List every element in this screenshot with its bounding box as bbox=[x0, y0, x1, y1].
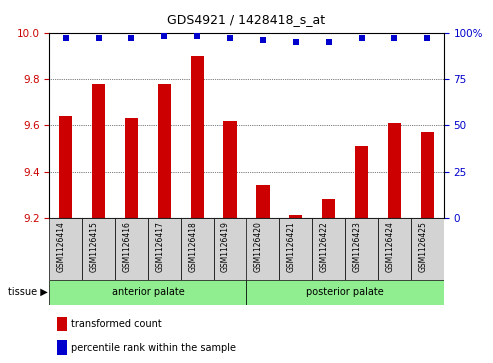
Bar bbox=[49, 218, 82, 280]
Bar bbox=[115, 218, 148, 280]
Bar bbox=[411, 218, 444, 280]
Point bbox=[357, 35, 365, 41]
Text: transformed count: transformed count bbox=[71, 319, 162, 329]
Bar bbox=[57, 317, 67, 331]
Text: GSM1126419: GSM1126419 bbox=[221, 221, 230, 272]
Text: GSM1126423: GSM1126423 bbox=[352, 221, 361, 272]
Bar bbox=[378, 218, 411, 280]
Point bbox=[160, 33, 168, 39]
Bar bbox=[256, 185, 270, 218]
Bar bbox=[388, 123, 401, 218]
Text: GSM1126424: GSM1126424 bbox=[386, 221, 394, 272]
Bar bbox=[246, 280, 444, 305]
Text: anterior palate: anterior palate bbox=[111, 287, 184, 297]
Bar bbox=[181, 218, 213, 280]
Point bbox=[325, 39, 333, 45]
Bar bbox=[289, 216, 302, 218]
Bar bbox=[213, 218, 246, 280]
Bar bbox=[191, 56, 204, 218]
Text: posterior palate: posterior palate bbox=[306, 287, 384, 297]
Text: GSM1126416: GSM1126416 bbox=[122, 221, 132, 272]
Text: GSM1126415: GSM1126415 bbox=[90, 221, 99, 272]
Bar bbox=[49, 280, 247, 305]
Point bbox=[95, 35, 103, 41]
Point bbox=[62, 35, 70, 41]
Text: GSM1126417: GSM1126417 bbox=[155, 221, 164, 272]
Text: GSM1126418: GSM1126418 bbox=[188, 221, 197, 272]
Bar bbox=[57, 340, 67, 355]
Bar bbox=[322, 199, 335, 218]
Text: GSM1126422: GSM1126422 bbox=[319, 221, 329, 272]
Text: GSM1126420: GSM1126420 bbox=[254, 221, 263, 272]
Text: GSM1126414: GSM1126414 bbox=[57, 221, 66, 272]
Text: percentile rank within the sample: percentile rank within the sample bbox=[71, 343, 236, 352]
Text: GSM1126421: GSM1126421 bbox=[287, 221, 296, 272]
Bar bbox=[345, 218, 378, 280]
Point bbox=[193, 33, 201, 39]
Bar bbox=[223, 121, 237, 218]
Bar bbox=[92, 83, 105, 218]
Bar bbox=[246, 218, 280, 280]
Bar bbox=[82, 218, 115, 280]
Bar bbox=[148, 218, 181, 280]
Text: GSM1126425: GSM1126425 bbox=[418, 221, 427, 272]
Bar bbox=[125, 118, 138, 218]
Text: tissue ▶: tissue ▶ bbox=[8, 287, 48, 297]
Point bbox=[226, 35, 234, 41]
Point bbox=[390, 35, 398, 41]
Bar bbox=[280, 218, 312, 280]
Bar bbox=[355, 146, 368, 218]
Bar bbox=[312, 218, 345, 280]
Bar bbox=[59, 116, 72, 218]
Point bbox=[128, 35, 136, 41]
Point bbox=[259, 37, 267, 43]
Bar bbox=[421, 132, 434, 218]
Bar bbox=[158, 83, 171, 218]
Point bbox=[292, 39, 300, 45]
Point bbox=[423, 35, 431, 41]
Text: GDS4921 / 1428418_s_at: GDS4921 / 1428418_s_at bbox=[168, 13, 325, 26]
